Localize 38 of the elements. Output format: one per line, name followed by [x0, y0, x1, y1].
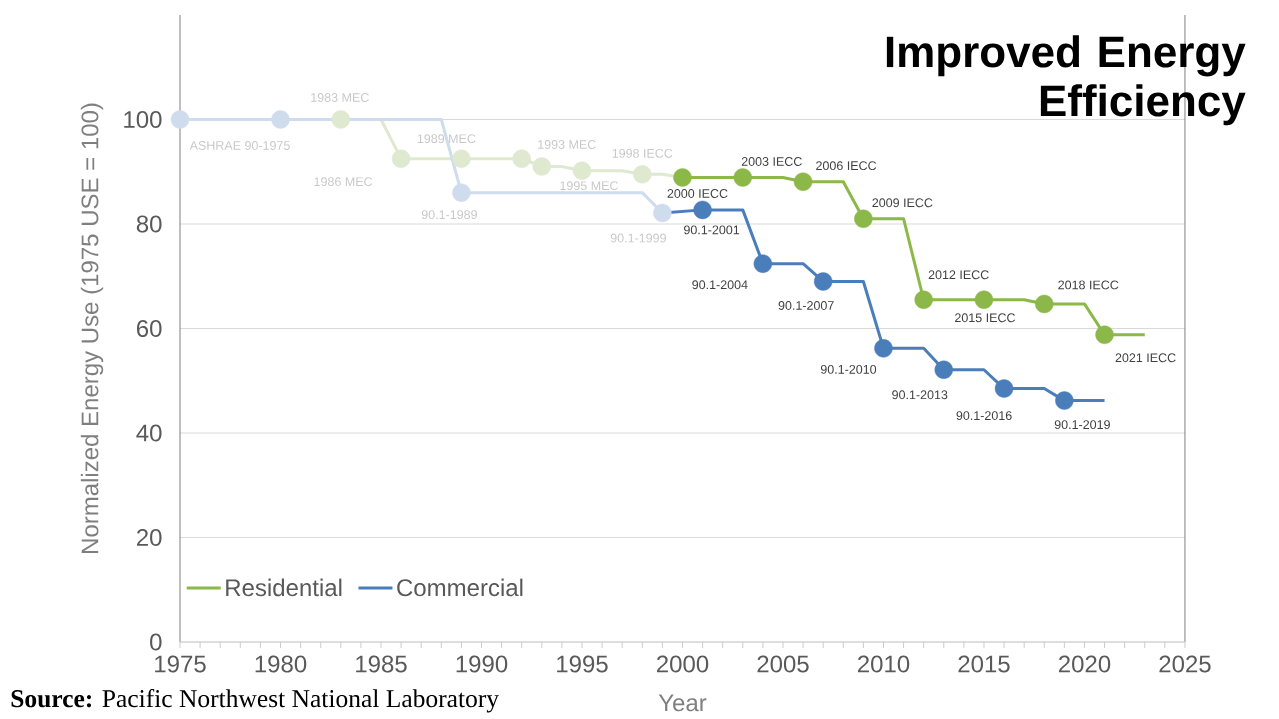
legend-label: Commercial [397, 578, 523, 597]
y-tick-label: 0 [150, 633, 162, 651]
x-tick-label: 2010 [857, 655, 910, 673]
annotation: 2021 IECC [1115, 353, 1176, 363]
x-tick-label: 2015 [958, 655, 1010, 673]
annotation: 2009 IECC [872, 198, 933, 208]
y-tick-label: 40 [136, 424, 162, 442]
y-axis-title: Normalized Energy Use (1975 USE = 100) [80, 103, 104, 553]
annotation: 2015 IECC [955, 313, 1016, 323]
y-tick-label: 100 [124, 111, 162, 128]
x-tick-label: 1975 [155, 655, 206, 673]
y-tick-label: 80 [136, 215, 162, 233]
x-tick-label: 2025 [1159, 655, 1211, 673]
annotation: 2012 IECC [928, 270, 989, 280]
x-tick-label: 2020 [1058, 655, 1111, 673]
annotation: 2003 IECC [741, 157, 802, 166]
legend-label: Residential [226, 578, 342, 597]
annotation: 2018 IECC [1058, 280, 1119, 290]
annotation: 90.1-2001 [684, 225, 740, 235]
text: Source: Pacific Northwest National Laboratory [11, 689, 499, 713]
x-tick-label: 1995 [557, 655, 608, 673]
annotation: 90.1-2019 [1054, 420, 1110, 430]
x-tick-label: 1990 [456, 655, 508, 673]
annotation: 90.1-2013 [892, 390, 948, 400]
x-axis-title: Year [658, 694, 707, 712]
x-tick-label: 2000 [656, 655, 709, 673]
x-tick-label: 1985 [356, 655, 407, 673]
annotation: 90.1-2004 [692, 280, 748, 290]
annotation: 90.1-2016 [956, 411, 1012, 420]
y-tick-label: 20 [136, 529, 162, 546]
x-tick-label: 1980 [255, 655, 307, 673]
y-tick-label: 60 [137, 320, 162, 337]
annotation: 90.1-2010 [820, 364, 877, 374]
text: Improved Energy Efficiency [886, 35, 1246, 126]
annotation: 90.1-2007 [778, 301, 834, 310]
x-tick-label: 2005 [757, 655, 809, 673]
annotation: 2000 IECC [667, 189, 728, 198]
annotation: 2006 IECC [816, 161, 877, 171]
